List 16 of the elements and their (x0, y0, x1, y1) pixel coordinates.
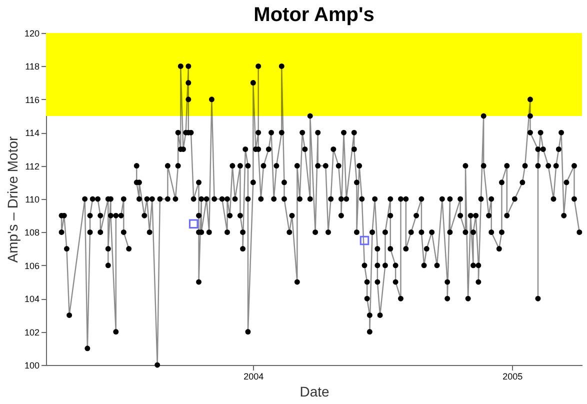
chart-title: Motor Amp's (254, 4, 374, 26)
y-tick-label: 106 (24, 260, 40, 271)
y-tick-label: 112 (25, 161, 40, 172)
y-tick-label: 110 (25, 194, 40, 204)
x-axis-title: Date (300, 384, 330, 400)
y-tick-label: 100 (24, 360, 40, 370)
y-tick-label: 108 (24, 228, 40, 238)
y-tick-label: 102 (24, 327, 40, 338)
y-tick-label: 104 (24, 294, 40, 304)
x-tick-label: 2004 (244, 372, 264, 382)
y-tick-label: 120 (24, 28, 40, 38)
y-tick-label: 116 (25, 94, 40, 105)
y-tick-label: 114 (25, 128, 40, 138)
y-tick-label: 118 (25, 62, 40, 72)
y-axis-title: Amp's – Drive Motor (4, 136, 20, 263)
x-tick-label: 2005 (502, 372, 523, 382)
